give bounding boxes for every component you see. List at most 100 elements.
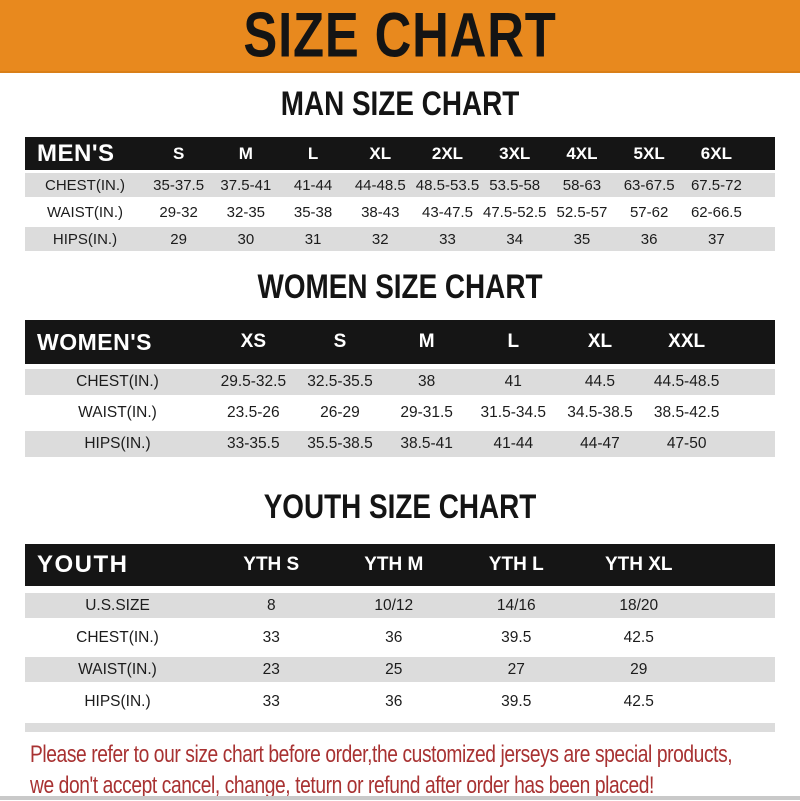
- spacer-cell: [730, 400, 775, 427]
- size-cell: 38-43: [346, 200, 414, 225]
- row-label: HIPS(IN.): [25, 431, 210, 458]
- size-cell: 57-62: [615, 200, 683, 225]
- size-cell: 38.5-42.5: [643, 400, 730, 427]
- spacer-cell: [750, 173, 775, 198]
- footer-line-2: we don't accept cancel, change, teturn o…: [30, 771, 654, 799]
- table-row: U.S.SIZE 8 10/12 14/16 18/20: [25, 593, 775, 619]
- size-cell: 48.5-53.5: [413, 173, 482, 198]
- size-cell: 36: [332, 625, 455, 651]
- size-cell: 44-48.5: [346, 173, 414, 198]
- size-cell: 36: [615, 227, 683, 252]
- size-cell: 44.5: [556, 369, 644, 396]
- table-row: HIPS(IN.) 33 36 39.5 42.5: [25, 689, 775, 715]
- column-header: YTH S: [210, 544, 333, 587]
- table-body: CHEST(IN.) 35-37.5 37.5-41 41-44 44-48.5 48.5…: [25, 173, 775, 252]
- size-cell: 34.5-38.5: [556, 400, 644, 427]
- size-cell: 32-35: [212, 200, 280, 225]
- youth-table-bottom-strip: [25, 723, 775, 733]
- row-label: HIPS(IN.): [25, 227, 145, 252]
- spacer-cell: [700, 657, 775, 683]
- spacer-cell: [750, 200, 775, 225]
- table-header-row: MEN'S S M L XL 2XL 3XL 4XL 5XL 6XL: [25, 137, 775, 171]
- size-cell: 37.5-41: [212, 173, 280, 198]
- size-cell: 18/20: [577, 593, 700, 619]
- spacer-cell: [730, 369, 775, 396]
- size-cell: 38: [383, 369, 470, 396]
- page-title: SIZE CHART: [243, 0, 557, 71]
- spacer-cell: [730, 431, 775, 458]
- size-cell: 32: [346, 227, 414, 252]
- size-cell: 32.5-35.5: [296, 369, 384, 396]
- size-cell: 62-66.5: [682, 200, 750, 225]
- size-cell: 14/16: [455, 593, 578, 619]
- size-cell: 25: [332, 657, 455, 683]
- size-cell: 35-38: [279, 200, 347, 225]
- size-cell: 31: [279, 227, 347, 252]
- women-section-heading: WOMEN SIZE CHART: [257, 268, 543, 307]
- man-section-heading: MAN SIZE CHART: [280, 85, 520, 123]
- table-row: HIPS(IN.) 33-35.5 35.5-38.5 38.5-41 41-44 44-…: [25, 431, 775, 458]
- size-cell: 35: [548, 227, 616, 252]
- youth-section-heading: YOUTH SIZE CHART: [263, 488, 537, 527]
- size-cell: 33: [210, 689, 333, 715]
- column-header: XL: [556, 320, 644, 365]
- spacer-cell: [750, 137, 775, 171]
- size-cell: 29-32: [145, 200, 213, 225]
- size-cell: 27: [455, 657, 578, 683]
- size-cell: 41: [469, 369, 557, 396]
- size-cell: 47-50: [643, 431, 730, 458]
- size-cell: 52.5-57: [548, 200, 616, 225]
- size-cell: 44-47: [556, 431, 644, 458]
- table-row: WAIST(IN.) 23.5-26 26-29 29-31.5 31.5-34.5 34…: [25, 400, 775, 427]
- size-cell: 39.5: [455, 625, 578, 651]
- size-cell: 23: [210, 657, 333, 683]
- table-row: WAIST(IN.) 23 25 27 29: [25, 657, 775, 683]
- size-cell: 23.5-26: [210, 400, 297, 427]
- size-cell: 8: [210, 593, 333, 619]
- size-cell: 44.5-48.5: [643, 369, 730, 396]
- size-cell: 31.5-34.5: [469, 400, 557, 427]
- spacer-cell: [700, 625, 775, 651]
- row-label: HIPS(IN.): [25, 689, 210, 715]
- row-label: CHEST(IN.): [25, 625, 210, 651]
- size-cell: 42.5: [577, 689, 700, 715]
- size-cell: 38.5-41: [383, 431, 470, 458]
- man-size-section: MAN SIZE CHART MEN'S S M L XL 2XL 3XL 4XL 5XL 6XL…: [0, 85, 800, 254]
- column-header: YTH XL: [577, 544, 700, 587]
- spacer-cell: [700, 544, 775, 587]
- size-cell: 29: [145, 227, 213, 252]
- column-header: 5XL: [615, 137, 683, 171]
- man-size-table: MEN'S S M L XL 2XL 3XL 4XL 5XL 6XL CHEST(IN.) 35-37…: [25, 134, 775, 254]
- column-header: 6XL: [682, 137, 750, 171]
- size-cell: 36: [332, 689, 455, 715]
- women-size-section: WOMEN SIZE CHART WOMEN'S XS S M L XL XXL CHEST(…: [0, 268, 800, 462]
- size-cell: 41-44: [279, 173, 347, 198]
- table-head: WOMEN'S XS S M L XL XXL: [25, 320, 775, 365]
- row-label: WAIST(IN.): [25, 400, 210, 427]
- row-label: WAIST(IN.): [25, 200, 145, 225]
- size-cell: 29-31.5: [383, 400, 470, 427]
- youth-size-table: YOUTH YTH S YTH M YTH L YTH XL U.S.SIZE 8 10/12…: [25, 537, 775, 721]
- size-cell: 42.5: [577, 625, 700, 651]
- size-cell: 53.5-58: [481, 173, 549, 198]
- column-header: S: [296, 320, 384, 365]
- table-title-cell: MEN'S: [25, 137, 145, 171]
- spacer-cell: [730, 320, 775, 365]
- table-row: WAIST(IN.) 29-32 32-35 35-38 38-43 43-47.5 47.…: [25, 200, 775, 225]
- size-cell: 26-29: [296, 400, 384, 427]
- size-cell: 41-44: [469, 431, 557, 458]
- column-header: XS: [210, 320, 297, 365]
- banner: SIZE CHART: [0, 0, 800, 73]
- table-row: CHEST(IN.) 35-37.5 37.5-41 41-44 44-48.5 48.5…: [25, 173, 775, 198]
- size-cell: 39.5: [455, 689, 578, 715]
- column-header: YTH L: [455, 544, 578, 587]
- spacer-cell: [700, 689, 775, 715]
- table-row: HIPS(IN.) 29 30 31 32 33 34 35 36 37: [25, 227, 775, 252]
- size-cell: 47.5-52.5: [481, 200, 549, 225]
- size-cell: 34: [481, 227, 549, 252]
- size-cell: 67.5-72: [682, 173, 750, 198]
- size-cell: 35.5-38.5: [296, 431, 384, 458]
- size-cell: 33: [210, 625, 333, 651]
- column-header: L: [469, 320, 557, 365]
